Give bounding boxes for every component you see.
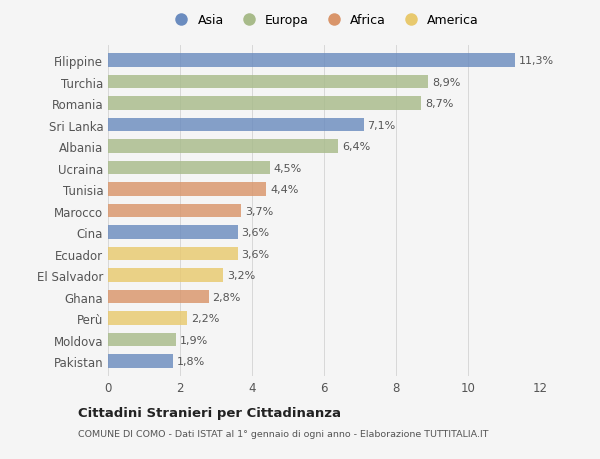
Text: 7,1%: 7,1% xyxy=(367,120,395,130)
Text: 4,5%: 4,5% xyxy=(274,163,302,173)
Bar xyxy=(108,76,428,89)
Bar xyxy=(108,247,238,261)
Bar xyxy=(108,205,241,218)
Bar xyxy=(108,333,176,347)
Text: 8,7%: 8,7% xyxy=(425,99,453,109)
Bar xyxy=(108,162,270,175)
Text: 1,8%: 1,8% xyxy=(176,356,205,366)
Bar xyxy=(108,226,238,239)
Text: 3,2%: 3,2% xyxy=(227,270,255,280)
Text: 4,4%: 4,4% xyxy=(270,185,298,195)
Text: 3,6%: 3,6% xyxy=(241,249,269,259)
Bar xyxy=(108,291,209,304)
Text: 6,4%: 6,4% xyxy=(342,142,370,152)
Text: COMUNE DI COMO - Dati ISTAT al 1° gennaio di ogni anno - Elaborazione TUTTITALIA: COMUNE DI COMO - Dati ISTAT al 1° gennai… xyxy=(78,429,488,438)
Bar xyxy=(108,269,223,282)
Text: 2,8%: 2,8% xyxy=(212,292,241,302)
Bar xyxy=(108,312,187,325)
Text: 1,9%: 1,9% xyxy=(180,335,208,345)
Legend: Asia, Europa, Africa, America: Asia, Europa, Africa, America xyxy=(164,9,484,32)
Text: 3,7%: 3,7% xyxy=(245,206,273,216)
Bar xyxy=(108,183,266,196)
Text: 8,9%: 8,9% xyxy=(432,78,460,87)
Bar xyxy=(108,118,364,132)
Bar xyxy=(108,97,421,111)
Text: 11,3%: 11,3% xyxy=(518,56,554,66)
Bar xyxy=(108,355,173,368)
Bar xyxy=(108,54,515,67)
Text: 2,2%: 2,2% xyxy=(191,313,219,324)
Text: Cittadini Stranieri per Cittadinanza: Cittadini Stranieri per Cittadinanza xyxy=(78,406,341,419)
Text: 3,6%: 3,6% xyxy=(241,228,269,238)
Bar xyxy=(108,140,338,153)
